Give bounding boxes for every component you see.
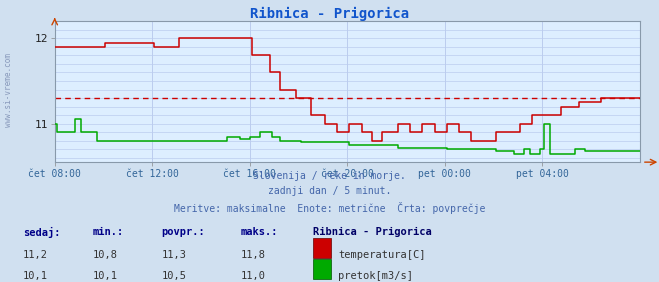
Text: 11,2: 11,2 xyxy=(23,250,48,259)
Text: Slovenija / reke in morje.: Slovenija / reke in morje. xyxy=(253,171,406,180)
Text: pretok[m3/s]: pretok[m3/s] xyxy=(338,271,413,281)
Text: 10,1: 10,1 xyxy=(23,271,48,281)
Text: 10,8: 10,8 xyxy=(92,250,117,259)
Text: 11,0: 11,0 xyxy=(241,271,266,281)
Text: sedaj:: sedaj: xyxy=(23,227,61,238)
Text: 11,8: 11,8 xyxy=(241,250,266,259)
Text: Ribnica - Prigorica: Ribnica - Prigorica xyxy=(250,7,409,21)
Text: www.si-vreme.com: www.si-vreme.com xyxy=(4,53,13,127)
Text: 11,3: 11,3 xyxy=(161,250,186,259)
Text: min.:: min.: xyxy=(92,227,123,237)
Text: maks.:: maks.: xyxy=(241,227,278,237)
Text: 10,1: 10,1 xyxy=(92,271,117,281)
Text: Meritve: maksimalne  Enote: metrične  Črta: povprečje: Meritve: maksimalne Enote: metrične Črta… xyxy=(174,202,485,214)
Text: zadnji dan / 5 minut.: zadnji dan / 5 minut. xyxy=(268,186,391,196)
Text: temperatura[C]: temperatura[C] xyxy=(338,250,426,259)
Text: 10,5: 10,5 xyxy=(161,271,186,281)
Text: Ribnica - Prigorica: Ribnica - Prigorica xyxy=(313,227,432,237)
Text: povpr.:: povpr.: xyxy=(161,227,205,237)
